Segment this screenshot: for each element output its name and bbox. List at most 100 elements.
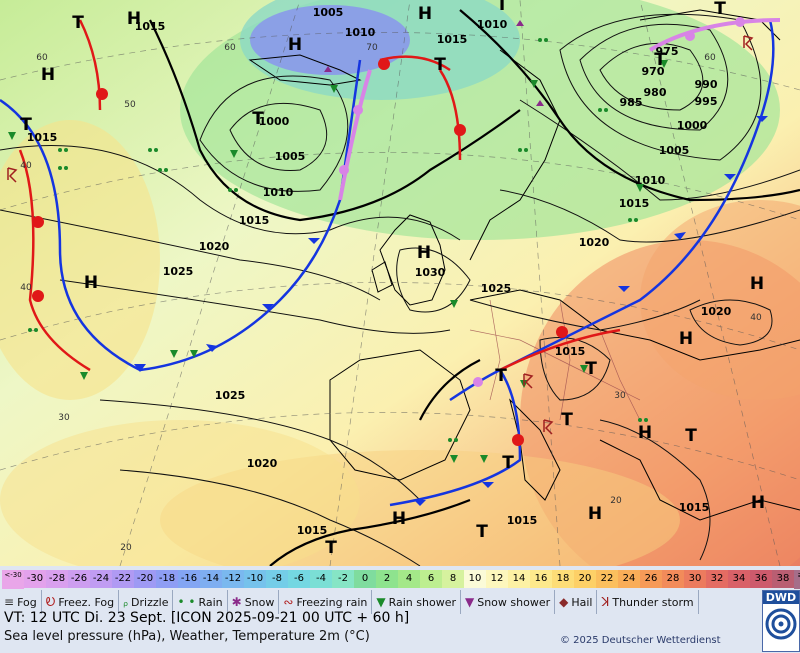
scale-cell: -20 — [134, 570, 156, 588]
weather-symbol-icon: ▼ — [464, 595, 475, 609]
isobar-label: 1025 — [215, 389, 246, 402]
dwd-swirl-icon — [765, 608, 797, 640]
scale-cell: 6 — [420, 570, 442, 588]
weather-legend-label: Fog — [17, 595, 37, 609]
scale-cell: 26 — [640, 570, 662, 588]
isobar-label: 1010 — [477, 18, 508, 31]
weather-legend-label: Thunder storm — [612, 595, 694, 609]
weather-legend-label: Freez. Fog — [58, 595, 115, 609]
weather-legend-item: ≡ Fog — [0, 590, 42, 614]
scale-cell: <-30 — [2, 570, 24, 589]
weather-legend-label: Freezing rain — [296, 595, 368, 609]
scale-cell: 18 — [552, 570, 574, 588]
isobar-label: 990 — [695, 78, 718, 91]
scale-cell: 22 — [596, 570, 618, 588]
isobar-label: 1030 — [415, 266, 446, 279]
weather-symbol-legend: ≡ Fog Ꭷ Freez. Fog ᵨ Drizzle • • Rain ✱ Snow ∾ Free… — [0, 590, 800, 614]
isotherm-label: 40 — [20, 283, 32, 293]
scale-cell: 36 — [750, 570, 772, 588]
weather-symbol-icon: ᵨ — [123, 595, 129, 609]
weather-legend-item: ◆ Hail — [555, 590, 598, 614]
isobar-label: 1015 — [437, 33, 468, 46]
scale-cell: -6 — [288, 570, 310, 588]
scale-cell: -30 — [24, 570, 46, 588]
weather-symbol-icon: ◆ — [559, 595, 569, 609]
scale-cell: 34 — [728, 570, 750, 588]
high-pressure-center: H — [679, 329, 693, 349]
isobar-label: 1005 — [659, 144, 690, 157]
isobar-label: 1020 — [199, 240, 230, 253]
isobar-label: 1005 — [275, 150, 306, 163]
scale-cell: 38 — [772, 570, 794, 588]
isobar-label: 1015 — [27, 131, 58, 144]
scale-cell: -10 — [244, 570, 266, 588]
scale-cell: -24 — [90, 570, 112, 588]
scale-cell: -22 — [112, 570, 134, 588]
weather-legend-item: • • Rain — [173, 590, 228, 614]
dwd-logo: DWD — [762, 590, 800, 652]
isobar-label: 1015 — [679, 501, 710, 514]
low-pressure-center: T — [561, 410, 573, 430]
isotherm-label: 20 — [610, 496, 622, 506]
weather-legend-label: Drizzle — [131, 595, 169, 609]
isobar-label: 1010 — [635, 174, 666, 187]
low-pressure-center: T — [496, 0, 508, 15]
weather-legend-item: ꓘ Thunder storm — [597, 590, 699, 614]
isobar-label: 1005 — [313, 6, 344, 19]
isotherm-label: 40 — [750, 313, 762, 323]
isobar-label: 1010 — [345, 26, 376, 39]
isobar-label: 1015 — [239, 214, 270, 227]
isobar-label: 1000 — [677, 119, 708, 132]
weather-symbol-icon: ✱ — [231, 595, 242, 609]
isotherm-label: 20 — [120, 543, 132, 553]
high-pressure-center: H — [638, 423, 652, 443]
scale-cell: -8 — [266, 570, 288, 588]
scale-cell: -14 — [200, 570, 222, 588]
weather-legend-item: ▼ Rain shower — [372, 590, 461, 614]
weather-legend-label: Snow shower — [477, 595, 551, 609]
scale-cell: -16 — [178, 570, 200, 588]
isobar-label: 1015 — [555, 345, 586, 358]
map-subtitle: Sea level pressure (hPa), Weather, Tempe… — [4, 629, 370, 644]
dwd-logo-text: DWD — [763, 591, 799, 604]
scale-cell: 24 — [618, 570, 640, 588]
scale-cell: 4 — [398, 570, 420, 588]
low-pressure-center: T — [325, 538, 337, 558]
isobar-label: 1020 — [579, 236, 610, 249]
weather-legend-item: ᵨ Drizzle — [119, 590, 174, 614]
isobar-label: 1015 — [297, 524, 328, 537]
weather-legend-item: Ꭷ Freez. Fog — [42, 590, 120, 614]
scale-cell: -28 — [46, 570, 68, 588]
low-pressure-center: T — [476, 522, 488, 542]
high-pressure-center: H — [418, 4, 432, 24]
isobar-label: 985 — [620, 96, 643, 109]
weather-symbol-icon: ≡ — [4, 595, 15, 609]
low-pressure-center: T — [252, 109, 264, 129]
isobar-label: 995 — [695, 95, 718, 108]
scale-cell: 10 — [464, 570, 486, 588]
weather-symbol-icon: ꓘ — [601, 595, 610, 609]
isobar-label: 1000 — [259, 115, 290, 128]
low-pressure-center: T — [72, 13, 84, 33]
scale-cell: 32 — [706, 570, 728, 588]
copyright: © 2025 Deutscher Wetterdienst — [560, 635, 721, 646]
weather-legend-label: Hail — [571, 595, 593, 609]
weather-symbol-icon: • • — [177, 595, 196, 609]
high-pressure-center: H — [750, 274, 764, 294]
scale-cell: 30 — [684, 570, 706, 588]
weather-symbol-icon: ∾ — [283, 595, 294, 609]
weather-symbol-icon: Ꭷ — [45, 594, 56, 609]
high-pressure-center: H — [417, 243, 431, 263]
scale-cell: -18 — [156, 570, 178, 588]
temperature-scale: <-30 -30 -28 -26 -24 -22 -20 -18 -16 -14 -12 -10 -8-… — [2, 570, 800, 589]
scale-cell: 2 — [376, 570, 398, 588]
high-pressure-center: H — [588, 504, 602, 524]
high-pressure-center: H — [41, 65, 55, 85]
low-pressure-center: T — [714, 0, 726, 19]
high-pressure-center: H — [751, 493, 765, 513]
isotherm-label: 50 — [124, 100, 136, 110]
low-pressure-center: T — [685, 426, 697, 446]
weather-legend-item: ▼ Snow shower — [461, 590, 556, 614]
low-pressure-center: T — [502, 453, 514, 473]
